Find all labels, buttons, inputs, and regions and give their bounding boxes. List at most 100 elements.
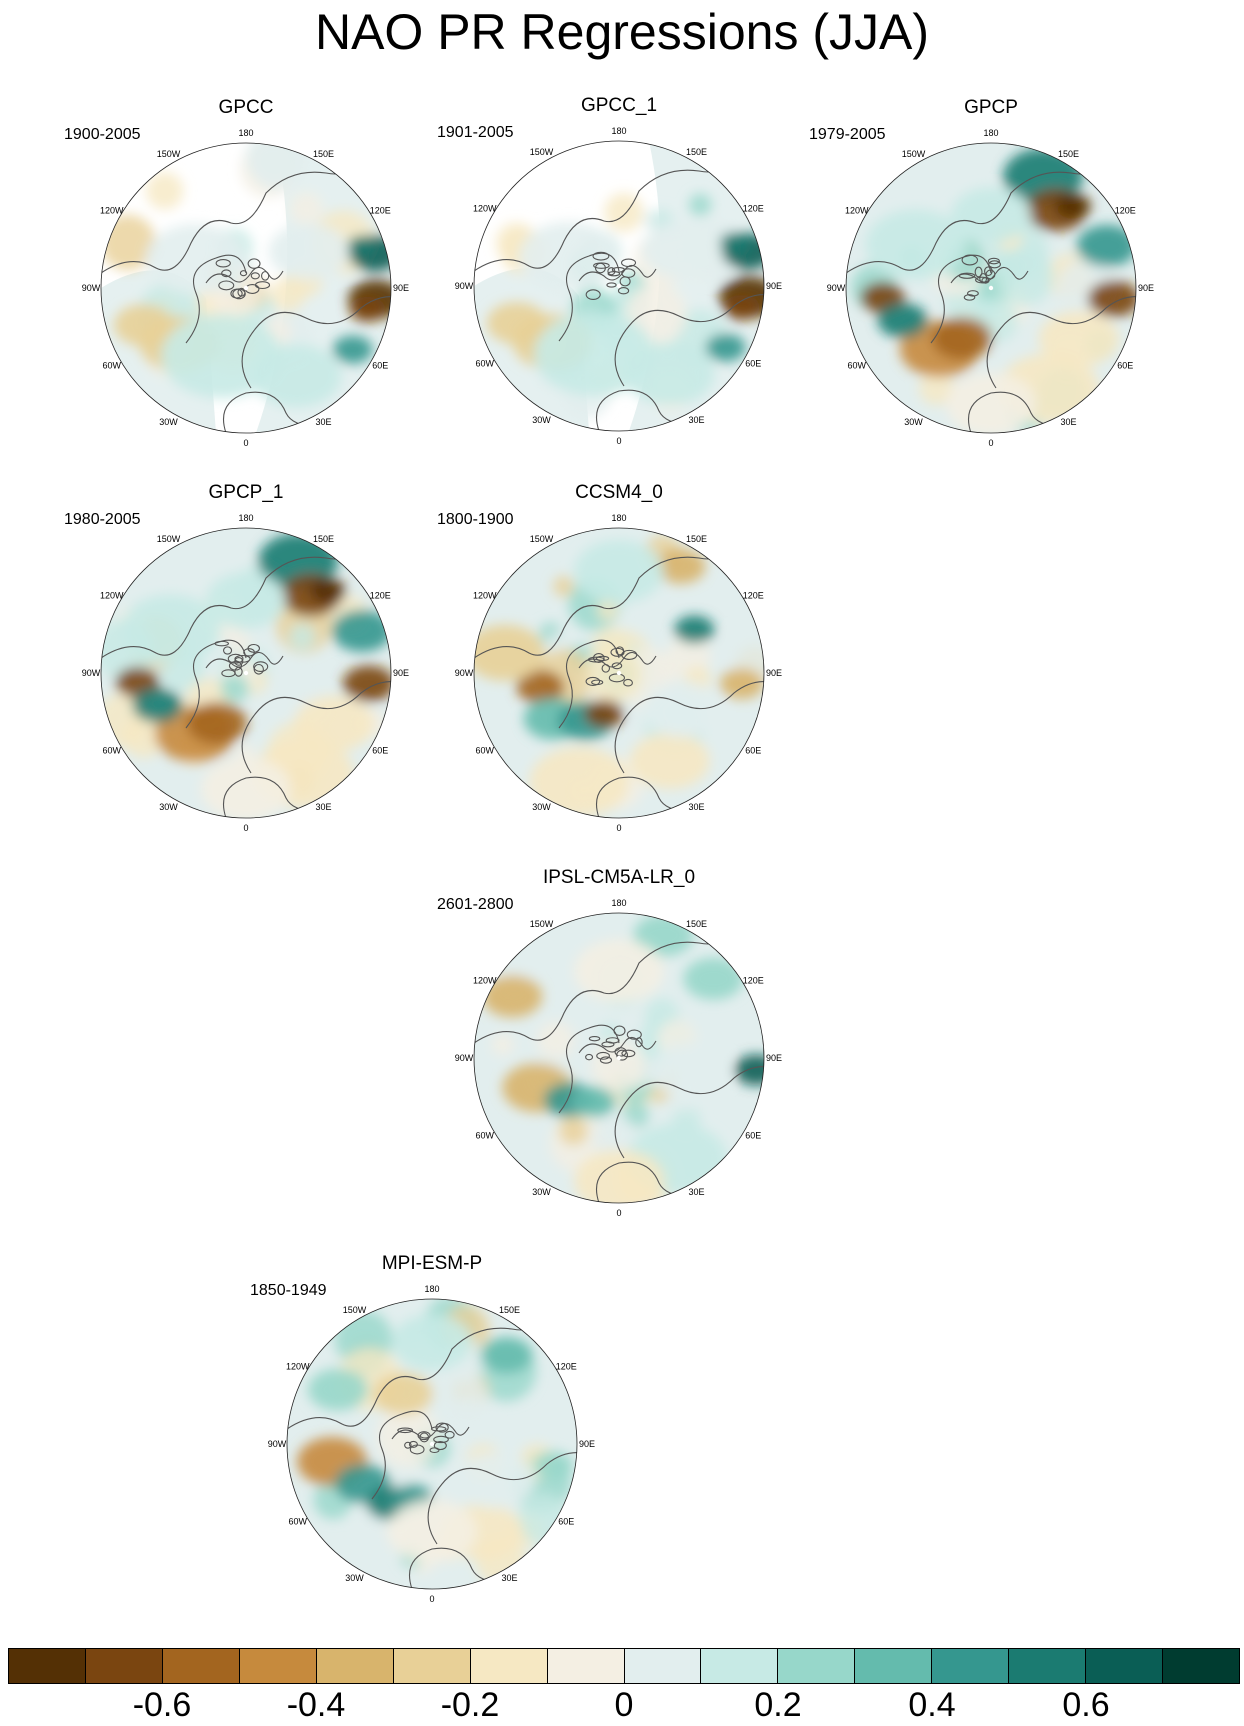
longitude-label: 90W xyxy=(82,668,101,678)
panel-title: GPCP_1 xyxy=(208,482,284,503)
longitude-label: 90E xyxy=(393,283,409,293)
longitude-label: 150E xyxy=(499,1305,520,1315)
longitude-label: 90E xyxy=(1138,283,1154,293)
colorbar-box xyxy=(932,1649,1010,1683)
colorbar-box xyxy=(701,1649,779,1683)
longitude-label: 60E xyxy=(558,1517,574,1527)
longitude-label: 90E xyxy=(766,668,782,678)
panel-period: 1850-1949 xyxy=(250,1282,327,1299)
colorbar-box xyxy=(316,1649,394,1683)
colorbar-tick-label: 0 xyxy=(614,1686,634,1724)
longitude-label: 0 xyxy=(243,823,248,833)
longitude-label: 60W xyxy=(476,1131,495,1141)
polar-map: 180 150E 120E 90E 60E 30E 0 30W 60W 90W 120W 150W xyxy=(455,898,782,1218)
panel-title: CCSM4_0 xyxy=(575,482,663,503)
panel-period: 1901-2005 xyxy=(437,124,514,141)
polar-map: 180 150E 120E 90E 60E 30E 0 30W 60W 90W 120W 150W xyxy=(455,513,782,833)
longitude-label: 60W xyxy=(476,746,495,756)
longitude-label: 30E xyxy=(688,802,704,812)
panel-gpcp: GPCP 1979-2005 180 150E 120E 90E 60E 30E 0 30W 6… xyxy=(805,96,1177,468)
longitude-label: 150E xyxy=(313,149,334,159)
figure-title: NAO PR Regressions (JJA) xyxy=(314,4,930,60)
longitude-label: 180 xyxy=(238,128,253,138)
colorbar-box xyxy=(547,1649,625,1683)
panel-gpcp-1: GPCP_1 1980-2005 180 150E 120E 90E 60E 30E 0 30… xyxy=(60,481,432,853)
panel-gpcc-1: GPCC_1 1901-2005 180 150E 120E 90E 60E 30E 0 30… xyxy=(433,94,805,466)
colorbar-tick-label: 0.4 xyxy=(908,1686,956,1724)
longitude-label: 120W xyxy=(845,206,869,216)
colorbar-tick-label: -0.2 xyxy=(440,1686,500,1724)
longitude-label: 150E xyxy=(1058,149,1079,159)
longitude-label: 60W xyxy=(289,1517,308,1527)
longitude-label: 30E xyxy=(688,415,704,425)
colorbar-box xyxy=(9,1649,86,1683)
longitude-label: 30W xyxy=(159,802,178,812)
colorbar-box xyxy=(1086,1649,1164,1683)
panel-title: IPSL-CM5A-LR_0 xyxy=(542,867,696,888)
longitude-label: 120E xyxy=(743,204,764,214)
longitude-label: 120E xyxy=(556,1362,577,1372)
longitude-label: 150W xyxy=(530,534,554,544)
longitude-label: 60W xyxy=(848,361,867,371)
longitude-label: 120E xyxy=(743,591,764,601)
colorbar-box xyxy=(624,1649,702,1683)
longitude-label: 90W xyxy=(827,283,846,293)
longitude-label: 30W xyxy=(159,417,178,427)
longitude-label: 60E xyxy=(372,361,388,371)
colorbar-box xyxy=(85,1649,163,1683)
longitude-label: 30E xyxy=(688,1187,704,1197)
longitude-label: 60W xyxy=(103,746,122,756)
colorbar-box xyxy=(162,1649,240,1683)
panel-period: 1800-1900 xyxy=(437,511,514,528)
longitude-label: 120W xyxy=(100,591,124,601)
longitude-label: 180 xyxy=(983,128,998,138)
longitude-label: 90W xyxy=(82,283,101,293)
colorbar-box xyxy=(855,1649,933,1683)
longitude-label: 90W xyxy=(455,668,474,678)
longitude-label: 90E xyxy=(579,1439,595,1449)
panel-title: MPI-ESM-P xyxy=(381,1253,483,1274)
longitude-label: 0 xyxy=(616,823,621,833)
longitude-label: 30W xyxy=(532,1187,551,1197)
colorbar-box xyxy=(1009,1649,1087,1683)
longitude-label: 180 xyxy=(238,513,253,523)
longitude-label: 150E xyxy=(686,534,707,544)
panel-mpi-esm-p: MPI-ESM-P 1850-1949 180 150E 120E 90E 60E 30E… xyxy=(246,1252,618,1624)
longitude-label: 90W xyxy=(268,1439,287,1449)
panel-ccsm4-0: CCSM4_0 1800-1900 180 150E 120E 90E 60E 30E 0 3… xyxy=(433,481,805,853)
longitude-label: 60W xyxy=(103,361,122,371)
panel-period: 2601-2800 xyxy=(437,896,514,913)
longitude-label: 60E xyxy=(745,746,761,756)
longitude-label: 60W xyxy=(476,359,495,369)
polar-map: 180 150E 120E 90E 60E 30E 0 30W 60W 90W 120W 150W xyxy=(82,128,409,448)
longitude-label: 150W xyxy=(530,919,554,929)
longitude-label: 120W xyxy=(100,206,124,216)
longitude-label: 30W xyxy=(345,1573,364,1583)
longitude-label: 60E xyxy=(745,1131,761,1141)
longitude-label: 120W xyxy=(473,976,497,986)
longitude-label: 120E xyxy=(1115,206,1136,216)
longitude-label: 120E xyxy=(743,976,764,986)
longitude-label: 150W xyxy=(530,147,554,157)
colorbar xyxy=(8,1648,1240,1684)
panel-period: 1980-2005 xyxy=(64,511,141,528)
longitude-label: 150E xyxy=(313,534,334,544)
polar-map: 180 150E 120E 90E 60E 30E 0 30W 60W 90W 120W 150W xyxy=(82,513,409,833)
longitude-label: 180 xyxy=(611,898,626,908)
longitude-label: 0 xyxy=(243,438,248,448)
polar-map: 180 150E 120E 90E 60E 30E 0 30W 60W 90W 120W 150W xyxy=(455,126,782,446)
longitude-label: 30E xyxy=(315,417,331,427)
colorbar-box xyxy=(239,1649,317,1683)
longitude-label: 150W xyxy=(343,1305,367,1315)
panel-period: 1979-2005 xyxy=(809,126,886,143)
panel-title: GPCP xyxy=(964,97,1018,118)
colorbar-tick-label: 0.2 xyxy=(754,1686,802,1724)
longitude-label: 120E xyxy=(370,206,391,216)
panel-title: GPCC xyxy=(218,97,274,118)
longitude-label: 60E xyxy=(745,359,761,369)
longitude-label: 30W xyxy=(532,415,551,425)
longitude-label: 150W xyxy=(157,149,181,159)
longitude-label: 150W xyxy=(157,534,181,544)
panel-title: GPCC_1 xyxy=(580,95,658,116)
longitude-label: 120W xyxy=(286,1362,310,1372)
